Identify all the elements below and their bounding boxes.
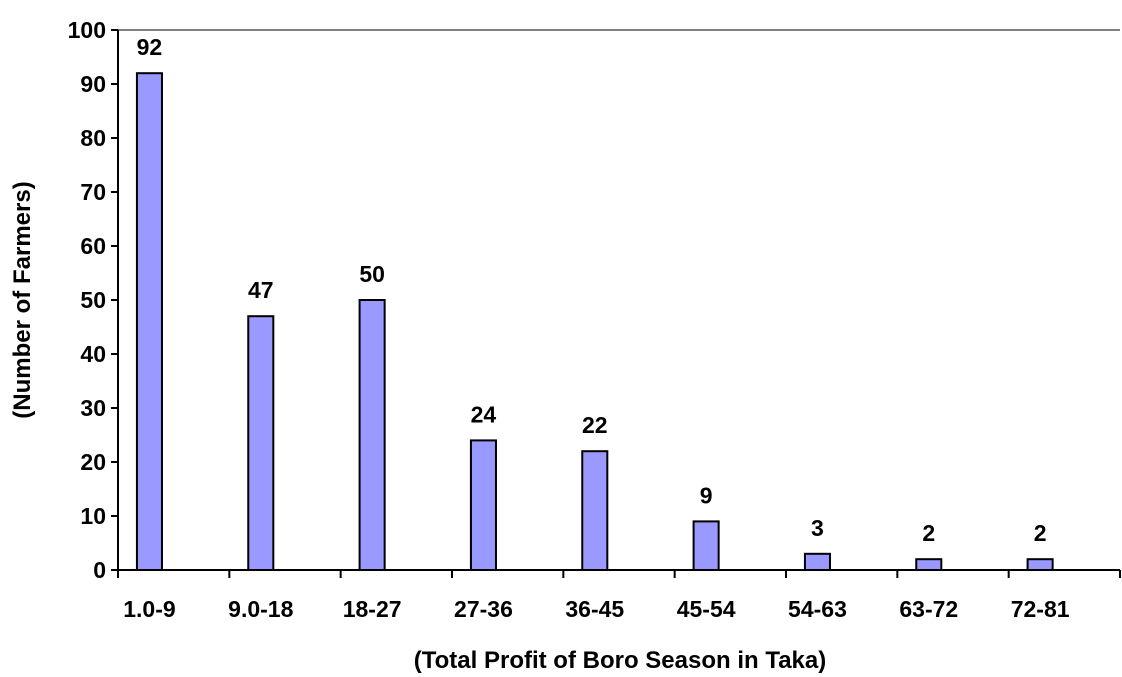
bar-54-63 bbox=[803, 552, 831, 571]
x-tick-label-18-27: 18-27 bbox=[343, 596, 402, 622]
y-tick-label-0: 0 bbox=[93, 557, 106, 583]
x-axis-ticks: 1.0-9 9.0-18 18-27 27-36 36-45 45-54 54-63 63-7… bbox=[117, 570, 1121, 622]
data-label-27-36: 24 bbox=[471, 401, 497, 427]
y-axis-ticks: 0 10 20 30 40 50 60 70 80 90 100 bbox=[68, 17, 118, 583]
data-label-18-27: 50 bbox=[359, 261, 385, 287]
bar-9.0-18 bbox=[247, 315, 275, 572]
bar-27-36 bbox=[469, 439, 497, 571]
y-tick-label-80: 80 bbox=[80, 125, 106, 151]
data-label-72-81: 2 bbox=[1034, 520, 1047, 546]
x-tick-label-54-63: 54-63 bbox=[788, 596, 847, 622]
bar-1.0-9 bbox=[135, 72, 163, 571]
x-tick-label-45-54: 45-54 bbox=[677, 596, 736, 622]
y-tick-label-20: 20 bbox=[80, 449, 106, 475]
bar-18-27 bbox=[358, 299, 386, 571]
x-tick-label-1.0-9: 1.0-9 bbox=[123, 596, 175, 622]
data-label-45-54: 9 bbox=[700, 482, 713, 508]
y-tick-label-90: 90 bbox=[80, 71, 106, 97]
x-tick-label-9.0-18: 9.0-18 bbox=[228, 596, 293, 622]
y-tick-label-30: 30 bbox=[80, 395, 106, 421]
data-label-54-63: 3 bbox=[811, 515, 824, 541]
y-tick-label-40: 40 bbox=[80, 341, 106, 367]
x-tick-label-63-72: 63-72 bbox=[899, 596, 958, 622]
data-label-63-72: 2 bbox=[922, 520, 935, 546]
bars bbox=[135, 72, 1054, 572]
data-label-9.0-18: 47 bbox=[248, 277, 274, 303]
x-tick-label-27-36: 27-36 bbox=[454, 596, 513, 622]
data-label-36-45: 22 bbox=[582, 412, 608, 438]
y-tick-label-100: 100 bbox=[68, 17, 106, 43]
y-tick-label-70: 70 bbox=[80, 179, 106, 205]
bar-45-54 bbox=[692, 520, 720, 572]
data-label-1.0-9: 92 bbox=[137, 34, 163, 60]
x-tick-label-36-45: 36-45 bbox=[565, 596, 624, 622]
x-tick-label-72-81: 72-81 bbox=[1011, 596, 1070, 622]
y-tick-label-50: 50 bbox=[80, 287, 106, 313]
y-tick-label-10: 10 bbox=[80, 503, 106, 529]
y-axis-title: (Number of Farmers) bbox=[9, 181, 36, 418]
x-axis-title: (Total Profit of Boro Season in Taka) bbox=[414, 647, 826, 674]
y-tick-label-60: 60 bbox=[80, 233, 106, 259]
bar-36-45 bbox=[581, 450, 609, 572]
bar-63-72 bbox=[915, 558, 943, 572]
bar-72-81 bbox=[1026, 558, 1054, 572]
